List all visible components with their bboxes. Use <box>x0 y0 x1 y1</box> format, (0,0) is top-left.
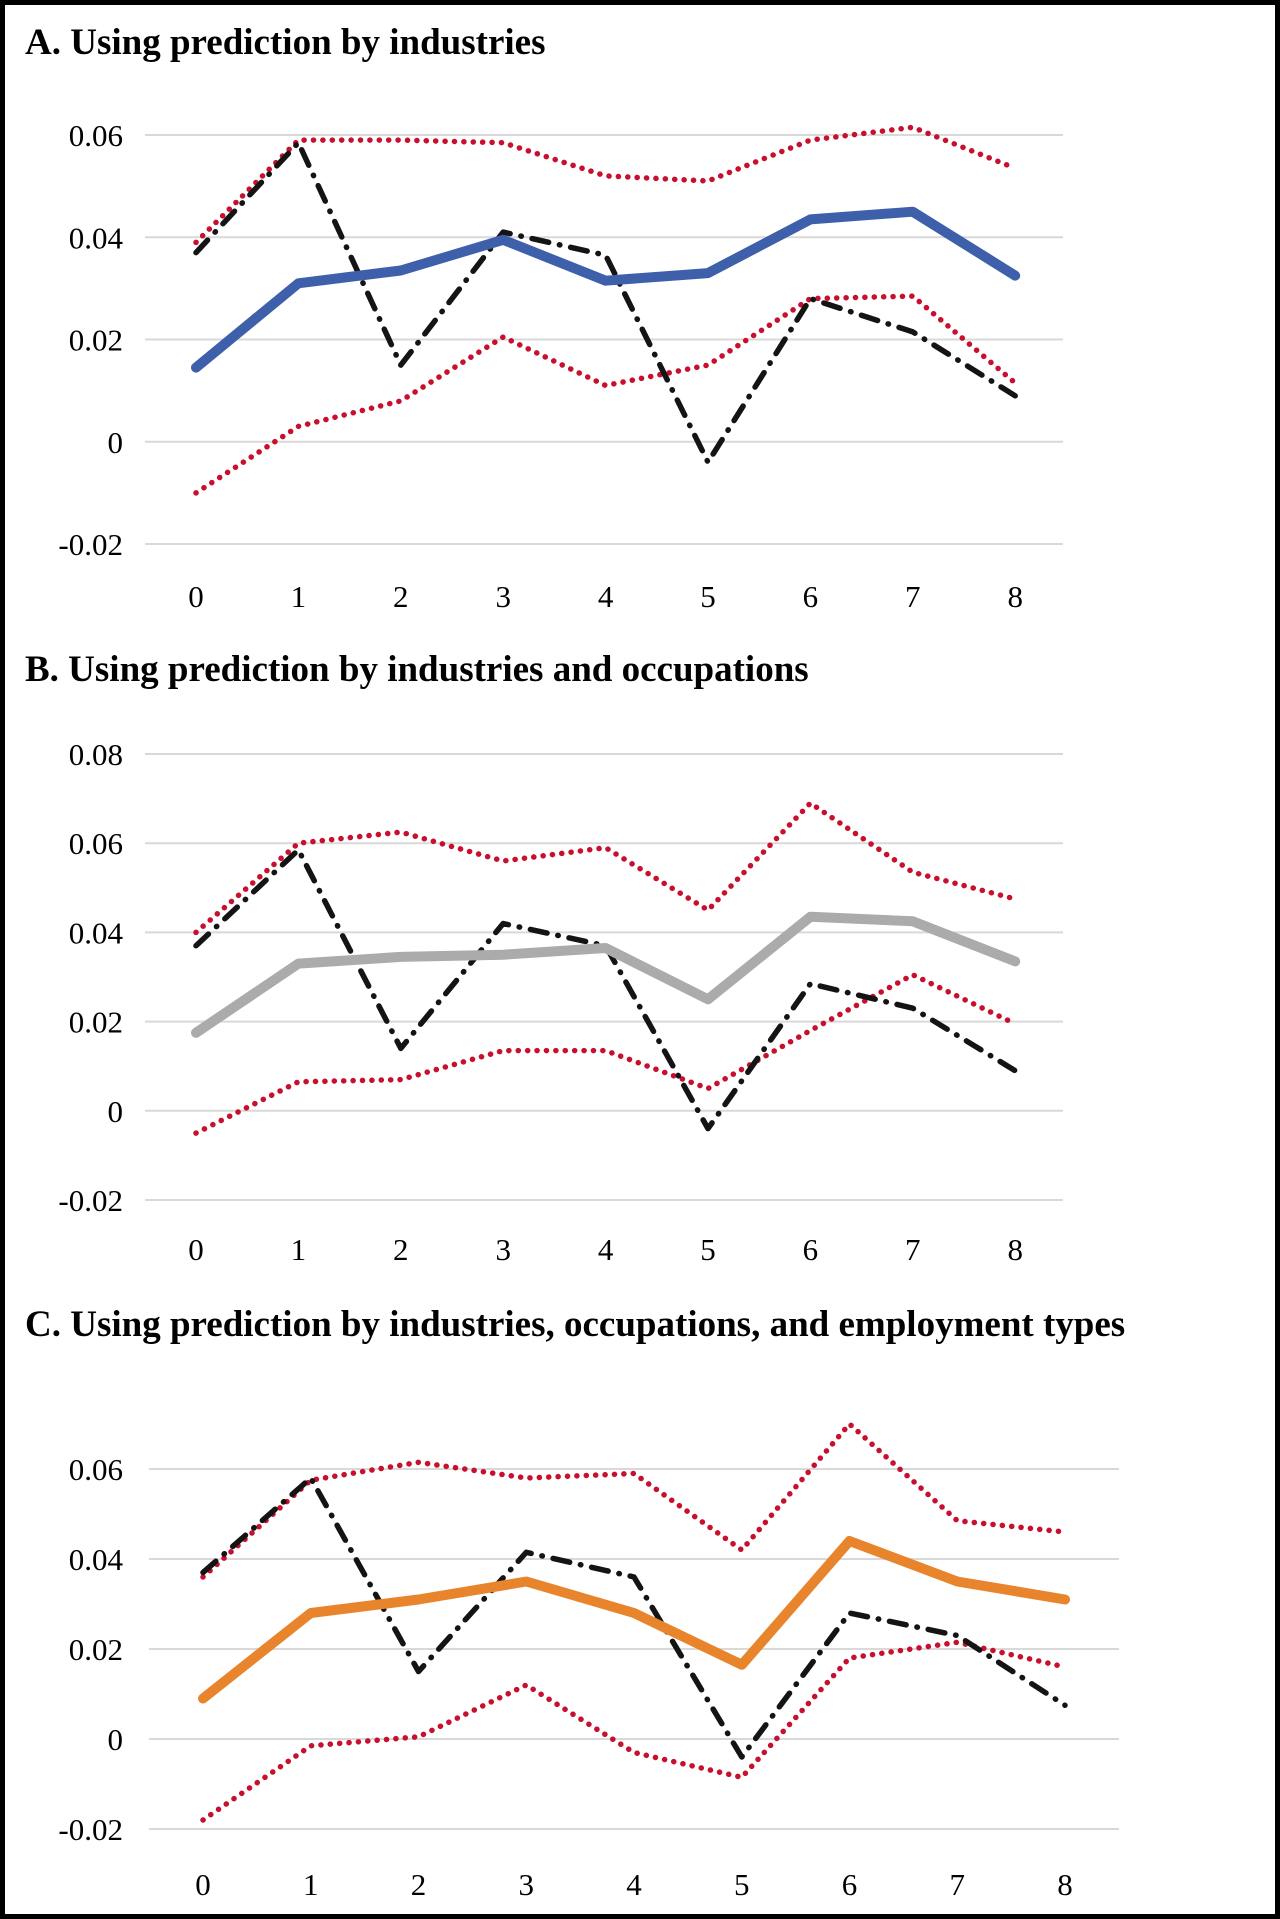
x-tick-label: 4 <box>598 1232 614 1263</box>
x-tick-label: 7 <box>905 1232 921 1263</box>
x-tick-label: 5 <box>700 579 716 614</box>
series-ci_upper-B <box>193 800 1018 936</box>
series-point_estimate-C <box>198 1536 1070 1704</box>
x-tick-label: 0 <box>188 1232 204 1263</box>
x-tick-label: 3 <box>495 579 511 614</box>
x-tick-label: 3 <box>519 1867 535 1902</box>
y-tick-label: 0.04 <box>69 220 124 255</box>
x-tick-label: 3 <box>495 1232 511 1263</box>
y-tick-label: -0.02 <box>58 1183 123 1218</box>
panel-a-chart: 0.06 0.04 0.02 0 -0.02 0 1 2 3 4 5 6 7 8 <box>58 118 1063 614</box>
series-ci_lower-C <box>200 1639 1068 1823</box>
y-tick-label: 0.02 <box>69 1005 123 1040</box>
series-point_estimate-A <box>191 206 1021 373</box>
series-dash_dot_reference-A <box>193 139 1018 465</box>
x-tick-label: 6 <box>842 1867 858 1902</box>
y-tick-label: 0.06 <box>69 118 123 153</box>
x-tick-label: 6 <box>803 579 819 614</box>
y-tick-label: -0.02 <box>58 527 123 562</box>
y-tick-label: 0.04 <box>69 1542 124 1577</box>
panel-c-title: C. Using prediction by industries, occup… <box>25 1304 1126 1345</box>
x-tick-label: 1 <box>303 1867 319 1902</box>
y-tick-label: -0.02 <box>58 1812 123 1847</box>
x-tick-label: 2 <box>411 1867 427 1902</box>
y-tick-label: 0 <box>108 425 124 460</box>
x-tick-label: 1 <box>291 1232 307 1263</box>
x-tick-label: 5 <box>700 1232 716 1263</box>
panel-c-chart: 0.06 0.04 0.02 0 -0.02 0 1 2 3 4 5 6 7 8 <box>58 1421 1119 1902</box>
x-tick-label: 8 <box>1007 1232 1023 1263</box>
y-tick-label: 0.04 <box>69 915 124 950</box>
series-ci_upper-A <box>193 124 1018 246</box>
series-ci_upper-C <box>200 1421 1068 1580</box>
x-tick-label: 4 <box>598 579 614 614</box>
panel-a-title: A. Using prediction by industries <box>25 22 546 63</box>
series-ci_lower-A <box>193 293 1018 496</box>
x-tick-label: 8 <box>1057 1867 1073 1902</box>
x-tick-label: 4 <box>626 1867 642 1902</box>
x-tick-label: 7 <box>950 1867 966 1902</box>
x-tick-label: 8 <box>1007 579 1023 614</box>
panel-b-title: B. Using prediction by industries and oc… <box>25 649 809 690</box>
series-point_estimate-B <box>191 911 1021 1038</box>
x-tick-label: 1 <box>291 579 307 614</box>
series-ci_lower-B <box>193 972 1018 1136</box>
y-tick-label: 0 <box>108 1094 124 1129</box>
y-tick-label: 0.02 <box>69 1632 123 1667</box>
panel-b-chart: 0.08 0.06 0.04 0.02 0 -0.02 0 1 2 3 4 5 6 7 8 <box>58 737 1063 1263</box>
y-tick-label: 0.06 <box>69 826 123 861</box>
x-tick-label: 0 <box>195 1867 211 1902</box>
x-tick-label: 2 <box>393 1232 409 1263</box>
y-tick-label: 0 <box>108 1722 124 1757</box>
x-tick-label: 7 <box>905 579 921 614</box>
y-tick-label: 0.06 <box>69 1452 123 1487</box>
x-tick-label: 5 <box>734 1867 750 1902</box>
y-tick-label: 0.02 <box>69 323 123 358</box>
series-dash_dot_reference-B <box>193 847 1018 1132</box>
x-tick-label: 2 <box>393 579 409 614</box>
y-tick-label: 0.08 <box>69 737 123 772</box>
x-tick-label: 6 <box>803 1232 819 1263</box>
series-dash_dot_reference-C <box>200 1475 1068 1760</box>
x-tick-label: 0 <box>188 579 204 614</box>
